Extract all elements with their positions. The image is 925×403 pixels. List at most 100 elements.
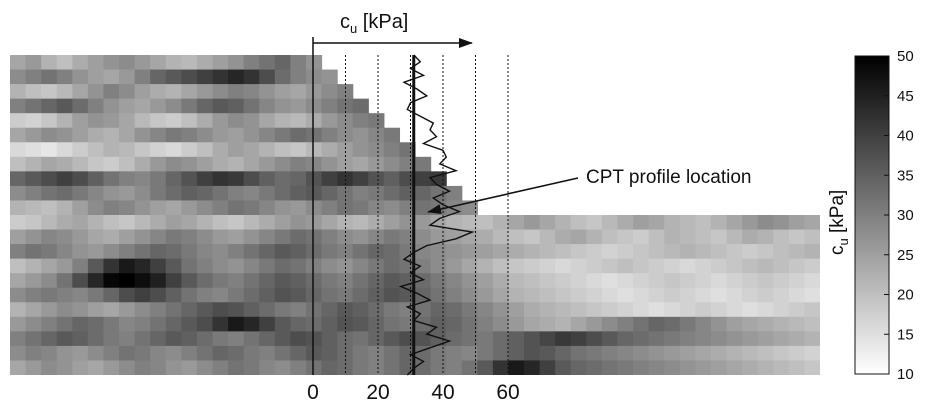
heatmap-cell: [196, 69, 214, 85]
heatmap-cell: [10, 113, 27, 129]
heatmap-cell: [321, 316, 338, 332]
heatmap-cell: [181, 215, 198, 231]
heatmap-cell: [368, 215, 385, 231]
heatmap-cell: [228, 127, 245, 143]
heatmap-cell: [228, 55, 245, 71]
heatmap-cell: [352, 244, 369, 260]
heatmap-cell: [243, 185, 260, 202]
heatmap-cell: [321, 287, 338, 303]
heatmap-cell: [119, 287, 136, 303]
heatmap-cell: [788, 258, 806, 274]
heatmap-cell: [290, 69, 307, 85]
heatmap-cell: [695, 345, 712, 362]
heatmap-cell: [243, 98, 260, 114]
heatmap-cell: [804, 345, 820, 362]
heatmap-cell: [243, 215, 260, 231]
heatmap-cell: [290, 84, 307, 100]
heatmap-cell: [274, 215, 291, 231]
heatmap-cell: [352, 215, 369, 231]
heatmap-cell: [586, 316, 603, 332]
heatmap-cell: [664, 258, 681, 274]
heatmap-cell: [87, 69, 105, 85]
heatmap-cell: [508, 287, 525, 303]
heatmap-cell: [321, 185, 338, 202]
heatmap-cell: [212, 142, 229, 158]
heatmap-cell: [165, 316, 182, 332]
heatmap-cell: [570, 244, 587, 260]
heatmap-cell: [10, 127, 27, 143]
heatmap-cell: [524, 258, 541, 274]
heatmap-cell: [72, 316, 89, 332]
heatmap-cell: [305, 273, 323, 289]
heatmap-cell: [25, 345, 42, 362]
heatmap-cell: [726, 287, 743, 303]
heatmap-cell: [664, 316, 681, 332]
heatmap-cell: [757, 215, 774, 231]
heatmap-cell: [274, 345, 291, 362]
heatmap-cell: [274, 360, 291, 375]
heatmap-cell: [56, 360, 73, 375]
heatmap-cell: [570, 331, 587, 347]
heatmap-cell: [617, 345, 634, 362]
heatmap-cell: [196, 215, 214, 231]
heatmap-cell: [243, 258, 260, 274]
heatmap-cell: [134, 69, 151, 85]
heatmap-cell: [352, 302, 369, 318]
heatmap-cell: [181, 127, 198, 143]
heatmap-cell: [773, 273, 790, 289]
heatmap-cell: [259, 360, 276, 375]
heatmap-cell: [633, 229, 650, 245]
heatmap-cell: [368, 229, 385, 245]
heatmap-cell: [368, 127, 385, 143]
heatmap-cell: [492, 302, 510, 318]
heatmap-cell: [477, 229, 494, 245]
heatmap-cell: [25, 302, 42, 318]
heatmap-cell: [337, 302, 354, 318]
heatmap-cell: [524, 244, 541, 260]
heatmap-cell: [10, 229, 27, 245]
heatmap-cell: [773, 287, 790, 303]
heatmap-cell: [446, 185, 463, 202]
heatmap-cell: [679, 316, 696, 332]
heatmap-cell: [181, 185, 198, 202]
heatmap-cell: [492, 215, 510, 231]
heatmap-cell: [415, 360, 432, 375]
heatmap-cell: [72, 258, 89, 274]
heatmap-cell: [555, 258, 572, 274]
heatmap-cell: [243, 229, 260, 245]
heatmap-cell: [119, 302, 136, 318]
heatmap-cell: [228, 302, 245, 318]
heatmap-cell: [695, 273, 712, 289]
heatmap-cell: [196, 258, 214, 274]
heatmap-cell: [352, 200, 369, 216]
heatmap-cell: [368, 360, 385, 375]
heatmap-cell: [710, 345, 728, 362]
heatmap-cell: [726, 229, 743, 245]
heatmap-cell: [383, 171, 401, 187]
heatmap-cell: [555, 273, 572, 289]
heatmap-cell: [119, 84, 136, 100]
heatmap-cell: [446, 273, 463, 289]
heatmap-cell: [633, 360, 650, 375]
heatmap-cell: [165, 185, 182, 202]
heatmap-cell: [228, 171, 245, 187]
heatmap-cell: [508, 229, 525, 245]
heatmap-cell: [119, 360, 136, 375]
heatmap-cell: [648, 229, 665, 245]
heatmap-cell: [305, 302, 323, 318]
heatmap-cell: [119, 113, 136, 129]
heatmap-cell: [788, 345, 806, 362]
heatmap-cell: [726, 215, 743, 231]
heatmap-cell: [773, 331, 790, 347]
heatmap-cell: [321, 200, 338, 216]
heatmap-cell: [446, 302, 463, 318]
heatmap-cell: [56, 244, 73, 260]
heatmap-cell: [25, 84, 42, 100]
heatmap-cell: [87, 156, 105, 172]
heatmap-cell: [352, 171, 369, 187]
heatmap-cell: [321, 142, 338, 158]
heatmap-cell: [181, 171, 198, 187]
heatmap-cell: [165, 345, 182, 362]
heatmap-cell: [41, 287, 58, 303]
heatmap-cell: [41, 244, 58, 260]
